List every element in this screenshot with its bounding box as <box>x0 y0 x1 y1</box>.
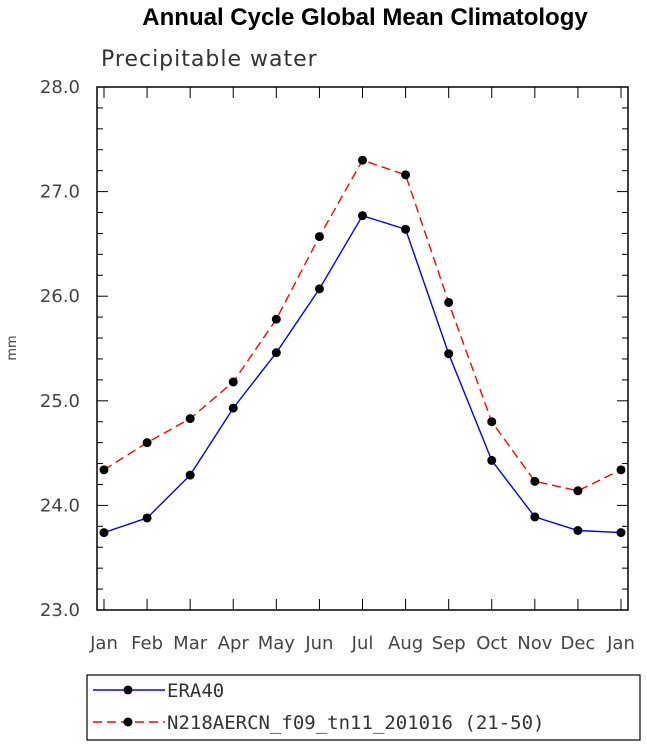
x-tick-label: Dec <box>560 633 595 654</box>
series-0-point <box>401 224 411 234</box>
series-1-point <box>228 377 238 387</box>
legend: ERA40 N218AERCN_f09_tn11_201016 (21-50) <box>86 674 641 741</box>
x-tick-label: Jun <box>304 633 333 654</box>
series-1-point <box>616 465 626 475</box>
y-tick-label: 28.0 <box>40 77 80 98</box>
y-tick-label: 26.0 <box>40 286 80 307</box>
chart-title: Annual Cycle Global Mean Climatology <box>142 4 588 31</box>
series-1-point <box>271 314 281 324</box>
x-tick-label: Jan <box>89 633 118 654</box>
x-tick-label: Jan <box>606 633 635 654</box>
series-0-point <box>487 455 497 465</box>
x-tick-label: Oct <box>476 633 507 654</box>
ticks-layer: 23.0 24.0 25.0 26.0 27.0 28.0 Jan Feb Mar Apr May J… <box>40 77 635 654</box>
series-1-point <box>530 476 540 486</box>
series-0-point <box>530 512 540 522</box>
series-1-point <box>444 297 454 307</box>
series-0-point <box>271 348 281 358</box>
x-tick-label: Aug <box>388 633 423 654</box>
legend-box <box>86 674 641 741</box>
legend-marker-era40 <box>123 685 133 695</box>
x-tick-label: May <box>258 633 296 654</box>
series-0-point <box>573 526 583 536</box>
y-tick-label: 24.0 <box>40 495 80 516</box>
y-axis-label: mm <box>5 335 20 360</box>
series-0-point <box>228 403 238 413</box>
x-tick-label: Apr <box>218 633 250 654</box>
series-layer <box>99 155 626 538</box>
series-0-point <box>185 470 195 480</box>
legend-label-n218: N218AERCN_f09_tn11_201016 (21-50) <box>167 712 545 734</box>
x-tick-label: Jul <box>351 633 374 654</box>
series-0-point <box>358 211 367 221</box>
y-tick-label: 23.0 <box>40 600 80 621</box>
series-1-point <box>487 417 497 427</box>
series-1-point <box>314 232 324 242</box>
series-1-point <box>401 170 411 180</box>
x-tick-label: Sep <box>432 633 466 654</box>
legend-marker-n218 <box>123 717 133 727</box>
series-1-point <box>573 486 583 496</box>
plot-frame <box>96 86 629 611</box>
series-1-point <box>358 155 367 165</box>
series-0-point <box>616 528 626 538</box>
x-tick-label: Nov <box>517 633 552 654</box>
y-tick-label: 27.0 <box>40 182 80 203</box>
chart-subtitle: Precipitable water <box>101 47 318 72</box>
y-tick-label: 25.0 <box>40 391 80 412</box>
series-0-point <box>99 528 109 538</box>
series-1-point <box>142 438 152 448</box>
x-tick-label: Mar <box>173 633 208 654</box>
series-0-point <box>142 513 152 523</box>
series-1-point <box>99 465 109 475</box>
series-1-point <box>185 414 195 424</box>
series-0-point <box>314 284 324 294</box>
legend-label-era40: ERA40 <box>167 680 224 702</box>
x-tick-label: Feb <box>131 633 163 654</box>
series-line-1 <box>103 159 622 492</box>
series-0-point <box>444 349 454 359</box>
series-line-0 <box>103 214 622 534</box>
